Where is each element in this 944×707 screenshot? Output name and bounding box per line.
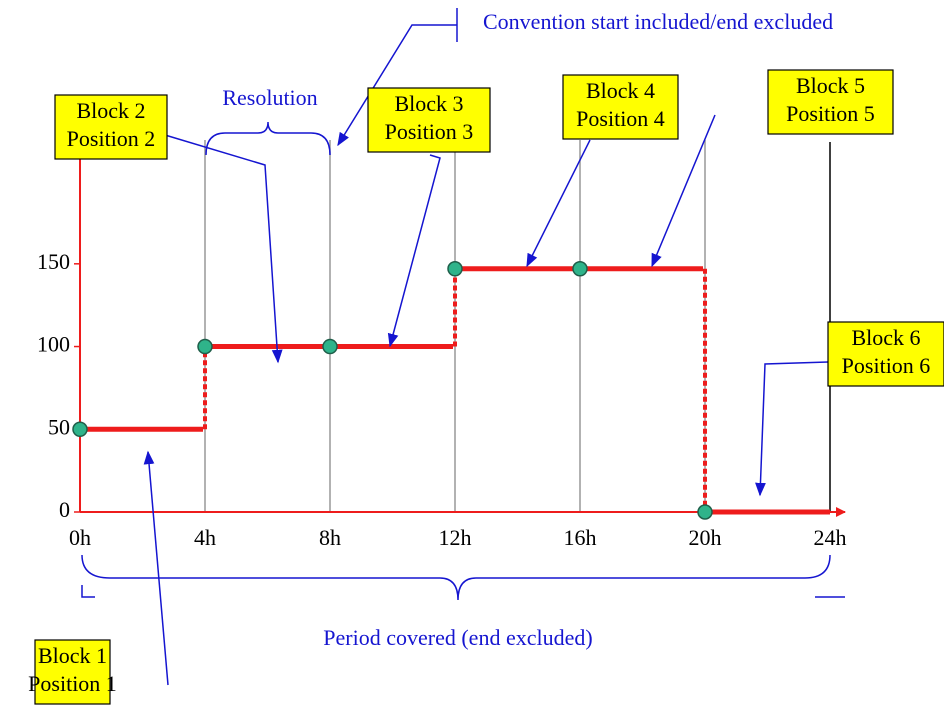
resolution-label: Resolution — [222, 85, 317, 110]
callout-arrow — [651, 114, 716, 268]
y-tick-label: 100 — [37, 332, 70, 357]
block-name: Block 4 — [586, 78, 655, 103]
block-position: Position 4 — [576, 106, 665, 131]
x-tick-label: 24h — [814, 525, 847, 550]
callout-arrow — [164, 134, 283, 364]
y-tick-label: 0 — [59, 497, 70, 522]
callout-box — [54, 94, 168, 160]
y-tick-label: 150 — [37, 249, 70, 274]
block-name: Block 5 — [796, 73, 865, 98]
x-tick-label: 4h — [194, 525, 216, 550]
block-start-dot — [197, 338, 213, 355]
period-bracket — [81, 585, 845, 598]
x-tick-label: 16h — [564, 525, 597, 550]
block-start-dot — [72, 421, 88, 438]
callout-arrow — [526, 139, 591, 268]
block-start-dot — [572, 261, 588, 277]
block-start-dot — [697, 504, 713, 520]
x-tick-label: 20h — [689, 525, 722, 550]
block-position: Position 2 — [67, 126, 156, 151]
period-brace — [81, 554, 831, 601]
callout-box — [767, 69, 894, 135]
callout-arrow — [143, 450, 169, 686]
steps — [72, 261, 830, 520]
x-tick-label: 0h — [69, 525, 91, 550]
block-position: Position 5 — [786, 101, 875, 126]
block-start-dot — [322, 338, 338, 355]
block-name: Block 2 — [76, 98, 145, 123]
block-name: Block 6 — [851, 325, 920, 350]
callout-box — [367, 87, 491, 153]
callout-box — [562, 74, 679, 140]
callout-box — [827, 321, 944, 387]
x-tick-label: 8h — [319, 525, 341, 550]
resolution-brace — [205, 121, 331, 156]
block-position: Position 6 — [842, 353, 931, 378]
labels: 0h 4h 8h 12h 16h 20h 24h 0 50 100 150 Block 1 Positi… — [28, 69, 944, 705]
callout-box — [34, 639, 111, 705]
block-position: Position 3 — [385, 119, 474, 144]
block-name: Block 3 — [394, 91, 463, 116]
grid — [74, 140, 831, 513]
callout-arrow — [387, 154, 441, 348]
x-tick-label: 12h — [439, 525, 472, 550]
callout-arrow — [755, 361, 829, 497]
convention-arrow — [337, 24, 457, 147]
block-start-dot — [447, 261, 463, 277]
y-tick-label: 50 — [48, 414, 70, 439]
block-position: Position 1 — [28, 671, 117, 696]
block-name: Block 1 — [38, 643, 107, 668]
convention-label: Convention start included/end excluded — [483, 9, 833, 34]
period-label: Period covered (end excluded) — [323, 625, 592, 650]
